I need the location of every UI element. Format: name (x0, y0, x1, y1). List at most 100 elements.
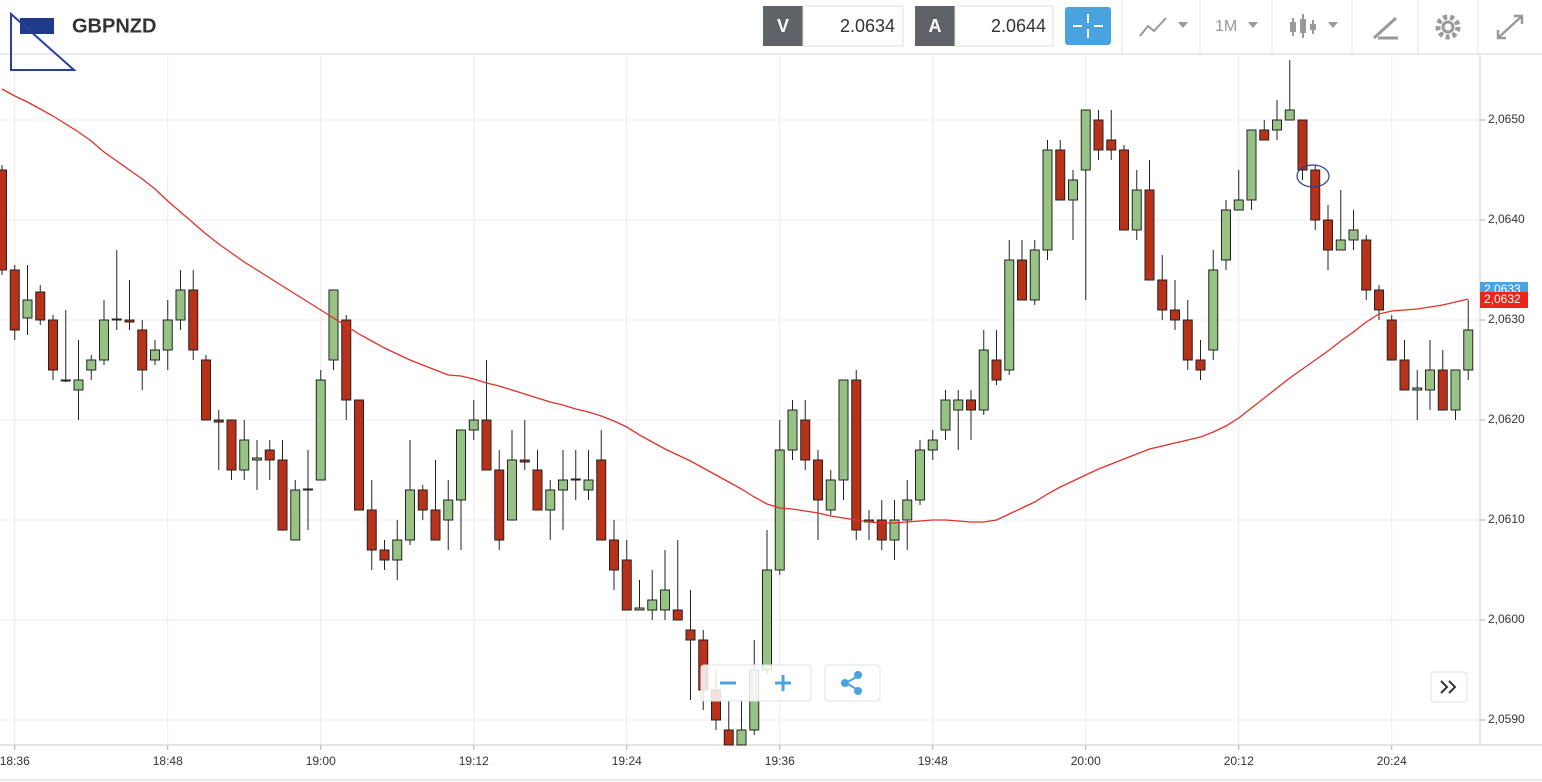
candle-body (264, 449, 275, 461)
candle-body (1093, 119, 1104, 151)
candle-body (570, 478, 581, 481)
x-tick-label: 20:12 (1224, 754, 1254, 768)
candle-body (1233, 199, 1244, 211)
candle-body (1386, 319, 1397, 361)
candle-body (685, 629, 696, 641)
candle-body (1463, 329, 1474, 371)
candle-body (545, 489, 556, 511)
scroll-end-button[interactable] (1430, 671, 1468, 703)
candle-body (1361, 239, 1372, 291)
candle-body (1450, 369, 1461, 411)
candle-body (1323, 219, 1333, 251)
candle-body (1348, 229, 1359, 241)
candle-body (201, 359, 211, 421)
candle-body (519, 459, 530, 463)
candle-body (226, 419, 237, 471)
candle-body (889, 519, 900, 541)
candle-body (277, 459, 288, 531)
candle-body (966, 399, 976, 411)
candle-body (188, 289, 199, 351)
y-tick-label: 2,0640 (1488, 212, 1525, 226)
candle-body (392, 539, 403, 561)
share-button[interactable] (824, 664, 881, 702)
y-tick-label: 2,0590 (1488, 712, 1525, 726)
x-tick-label: 19:00 (306, 754, 336, 768)
candle-body (978, 349, 989, 411)
candle-body (468, 419, 479, 431)
candle-body (1208, 269, 1219, 351)
candle-body (825, 479, 836, 511)
candle-body (660, 589, 670, 611)
chart-type-icon[interactable] (1139, 17, 1167, 37)
x-tick-label: 20:24 (1377, 754, 1407, 768)
candle-body (787, 409, 798, 451)
x-tick-label: 18:48 (153, 754, 183, 768)
candle-body (1017, 259, 1027, 301)
candle-body (762, 569, 772, 671)
candle-body (443, 499, 454, 521)
ask-value: 2.0644 (991, 16, 1046, 36)
candle-body (596, 459, 607, 541)
x-tick-label: 20:00 (1071, 754, 1101, 768)
candle-body (1437, 369, 1448, 411)
draw-icon[interactable] (1372, 16, 1398, 40)
candle-body (953, 399, 964, 411)
candle-body (111, 318, 122, 321)
candle-body (1131, 189, 1142, 231)
candle-body (1221, 209, 1231, 261)
candle-body (213, 419, 224, 423)
dropdown-arrow (1248, 22, 1258, 28)
x-tick-label: 19:48 (918, 754, 948, 768)
zoom-in[interactable] (775, 675, 791, 691)
moving-average (1, 88, 1469, 524)
candle-body (876, 519, 887, 541)
candle-body (736, 729, 747, 746)
crosshair-button[interactable] (1065, 7, 1111, 45)
price-marker (1480, 292, 1528, 308)
candle-body (99, 319, 109, 361)
bid-box[interactable] (763, 6, 803, 46)
price-marker-label: 2,0632 (1484, 292, 1521, 306)
candle-body (507, 459, 517, 521)
candle-body (150, 349, 160, 361)
candle-body (1157, 279, 1168, 311)
ellipse-drawing (1296, 164, 1330, 188)
candle-body (22, 299, 33, 319)
candle-body (1412, 387, 1423, 391)
candle-body (60, 379, 71, 382)
ask-value-box (954, 5, 1054, 47)
symbol: GBPNZD (72, 15, 156, 37)
y-tick-label: 2,0600 (1488, 612, 1525, 626)
candle-body (1335, 239, 1346, 251)
candle-body (175, 289, 186, 321)
candle-body (1068, 179, 1078, 201)
candle-body (48, 319, 58, 371)
candle-body (1144, 189, 1155, 281)
candle-body (902, 499, 913, 521)
candle-body (672, 609, 683, 621)
candle-body (1119, 149, 1129, 231)
dropdown-arrow (1178, 22, 1188, 28)
candle-body (621, 559, 632, 611)
candle-body (1004, 259, 1015, 371)
settings-icon[interactable] (1435, 14, 1461, 40)
y-tick-label: 2,0620 (1488, 412, 1525, 426)
candle-body (1272, 119, 1282, 131)
candle-body (162, 319, 173, 351)
candle-body (1106, 139, 1117, 151)
fullscreen-icon[interactable] (1496, 14, 1524, 40)
interval[interactable]: 1M (1215, 18, 1237, 35)
candle-body (1284, 109, 1295, 121)
candle-body (379, 549, 390, 561)
ask-box[interactable] (915, 6, 955, 46)
candle-body (991, 359, 1002, 381)
candle-body (838, 379, 849, 481)
candle-body (35, 291, 46, 321)
candle-body (1080, 109, 1091, 171)
zoom-controls (700, 664, 1468, 703)
candle-body (0, 169, 7, 271)
candle-body (1399, 359, 1410, 391)
x-tick-label: 19:12 (459, 754, 489, 768)
crosshair-icon (1073, 14, 1103, 38)
candle-body (303, 488, 313, 491)
